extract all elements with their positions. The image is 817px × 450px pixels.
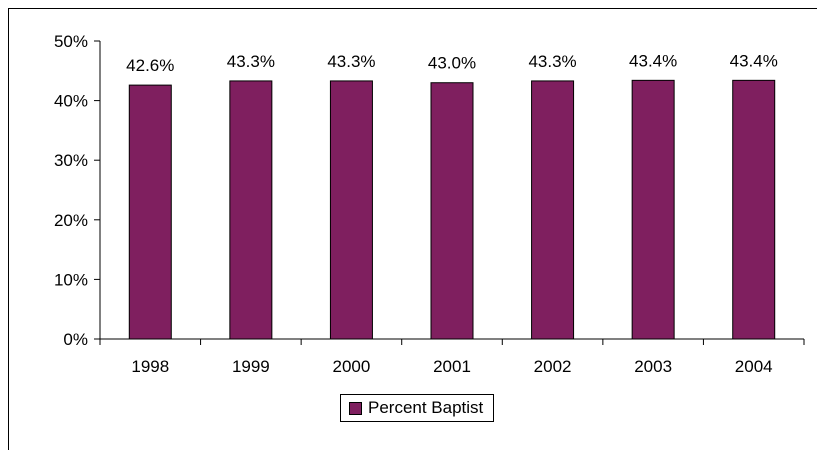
- data-label-1998: 42.6%: [126, 56, 174, 75]
- legend-swatch: [349, 401, 362, 415]
- bar-2000: [329, 80, 373, 340]
- y-tick-label: 20%: [54, 211, 88, 230]
- data-label-2003: 43.4%: [629, 51, 677, 70]
- data-label-2000: 43.3%: [327, 52, 375, 71]
- x-tick-label-2000: 2000: [333, 357, 371, 376]
- x-tick-label-1998: 1998: [131, 357, 169, 376]
- data-label-2002: 43.3%: [528, 52, 576, 71]
- data-label-2004: 43.4%: [730, 51, 778, 70]
- x-tick-label-2004: 2004: [735, 357, 773, 376]
- chart-frame: [8, 8, 817, 450]
- bars: [128, 79, 776, 340]
- bar-2001: [430, 82, 474, 340]
- x-tick-label-2003: 2003: [634, 357, 672, 376]
- data-label-2001: 43.0%: [428, 54, 476, 73]
- y-tick-label: 0%: [63, 330, 88, 349]
- legend-label: Percent Baptist: [368, 398, 484, 417]
- bar-2002: [531, 80, 575, 340]
- bar-1998: [128, 84, 172, 340]
- labels: 0% 10% 20% 30% 40% 50% 42.6% 1998 43.3% 1999 43.3%…: [54, 32, 778, 376]
- legend: Percent Baptist: [340, 394, 495, 422]
- data-label-1999: 43.3%: [227, 52, 275, 71]
- x-tick-label-2001: 2001: [433, 357, 471, 376]
- bar-2003: [631, 79, 675, 340]
- y-tick-label: 50%: [54, 32, 88, 51]
- y-tick-label: 40%: [54, 92, 88, 111]
- x-tick-label-2002: 2002: [534, 357, 572, 376]
- y-tick-label: 30%: [54, 151, 88, 170]
- x-tick-label-1999: 1999: [232, 357, 270, 376]
- y-tick-label: 10%: [54, 270, 88, 289]
- bar-1999: [229, 80, 273, 340]
- bar-2004: [732, 79, 776, 340]
